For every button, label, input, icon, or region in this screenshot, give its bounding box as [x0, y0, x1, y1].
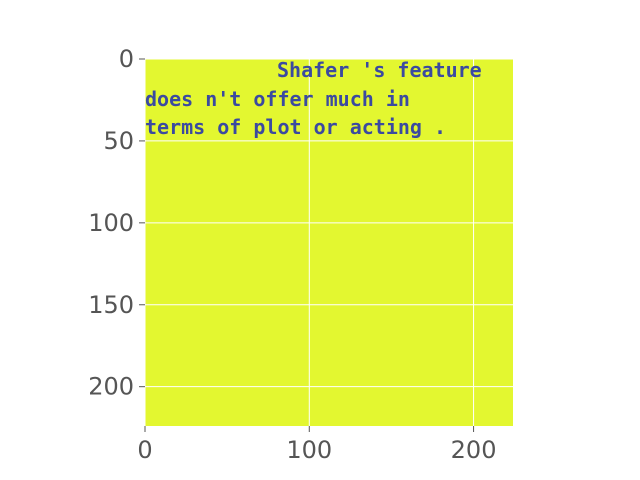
- image-area: [145, 59, 513, 426]
- y-tick-label-2: 100: [88, 209, 134, 237]
- image-text-line-1: Shafer 's feature: [277, 58, 482, 82]
- y-tick-label-0: 0: [119, 45, 134, 73]
- y-tick-label-1: 50: [103, 127, 134, 155]
- image-text-group: Shafer 's feature does n't offer much in…: [145, 58, 482, 139]
- x-tick-label-1: 100: [286, 436, 332, 464]
- image-text-line-2: does n't offer much in: [145, 87, 410, 111]
- x-tick-label-2: 200: [451, 436, 497, 464]
- y-tick-label-4: 200: [88, 373, 134, 401]
- y-tick-label-3: 150: [88, 291, 134, 319]
- y-axis-ticks: 0 50 100 150 200: [88, 45, 145, 401]
- x-axis-ticks: 0 100 200: [137, 426, 496, 464]
- image-text-line-3: terms of plot or acting .: [145, 115, 446, 139]
- x-tick-label-0: 0: [137, 436, 152, 464]
